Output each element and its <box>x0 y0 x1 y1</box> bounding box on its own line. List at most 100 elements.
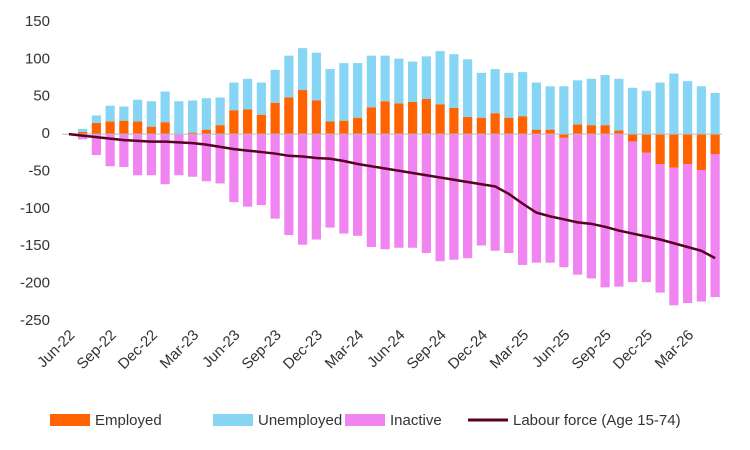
bar <box>353 63 363 118</box>
bar <box>696 86 706 135</box>
bar <box>421 134 431 253</box>
legend-label: Employed <box>95 412 162 429</box>
bar <box>545 129 555 135</box>
bar <box>449 107 459 135</box>
bar <box>504 72 514 118</box>
bar <box>298 90 308 135</box>
bar <box>435 51 445 105</box>
bar <box>559 86 569 135</box>
x-tick-label: Sep-24 <box>404 327 450 373</box>
bar <box>133 121 143 135</box>
x-tick-label: Jun-22 <box>34 327 78 371</box>
x-tick-label: Dec-25 <box>610 327 656 373</box>
bar <box>573 134 583 275</box>
bar <box>243 78 253 110</box>
bar <box>119 106 129 121</box>
bar <box>298 48 308 91</box>
bar <box>229 134 239 203</box>
bar <box>284 97 294 135</box>
bar <box>408 61 418 102</box>
x-tick-label: Jun-23 <box>199 327 243 371</box>
bar <box>628 134 638 142</box>
bar <box>408 134 418 248</box>
bar <box>325 121 335 135</box>
bar <box>119 134 129 168</box>
bar <box>256 134 266 206</box>
bar <box>545 86 555 130</box>
x-tick-label: Dec-24 <box>445 327 491 373</box>
bar <box>421 98 431 135</box>
bar <box>518 116 528 135</box>
bar <box>545 134 555 263</box>
bar <box>476 72 486 118</box>
y-tick-label: -150 <box>20 237 50 254</box>
bar <box>339 63 349 121</box>
bar <box>243 109 253 135</box>
bar <box>215 125 225 135</box>
bar <box>600 134 610 288</box>
x-tick-label: Mar-23 <box>157 327 203 373</box>
bar <box>531 134 541 263</box>
bar <box>614 78 624 131</box>
legend-label: Inactive <box>390 412 442 429</box>
bar <box>284 55 294 98</box>
bar <box>559 137 569 268</box>
bar <box>353 134 363 236</box>
bar <box>504 117 514 135</box>
bar <box>215 134 225 184</box>
bar <box>78 131 88 135</box>
bar <box>91 122 101 135</box>
bar <box>628 87 638 135</box>
bar <box>669 73 679 135</box>
bar <box>614 134 624 287</box>
bar <box>408 101 418 135</box>
bar <box>696 134 706 171</box>
bar <box>366 55 376 108</box>
bar <box>105 134 115 167</box>
bar <box>311 100 321 135</box>
bar <box>325 134 335 228</box>
x-tick-label: Mar-26 <box>652 327 698 373</box>
bar <box>256 82 266 115</box>
bar <box>311 134 321 240</box>
bar <box>600 125 610 135</box>
bar <box>490 113 500 135</box>
bar <box>449 134 459 260</box>
bar <box>146 101 156 127</box>
x-tick-label: Mar-25 <box>487 327 533 373</box>
bar <box>655 164 665 293</box>
legend-label: Labour force (Age 15-74) <box>513 412 681 429</box>
bar <box>119 120 129 135</box>
x-tick-label: Jun-24 <box>364 327 408 371</box>
bar <box>353 117 363 135</box>
bar <box>229 82 239 111</box>
bar <box>91 134 101 156</box>
bar <box>339 120 349 135</box>
bar <box>586 125 596 135</box>
bar <box>270 69 280 103</box>
bar <box>380 55 390 102</box>
bar <box>683 81 693 135</box>
bar <box>146 126 156 135</box>
bar <box>518 72 528 117</box>
bar <box>696 170 706 302</box>
bar <box>641 152 651 283</box>
bar <box>188 134 198 177</box>
bar <box>174 134 184 176</box>
bar <box>531 82 541 130</box>
bar <box>628 141 638 283</box>
x-tick-label: Jun-25 <box>529 327 573 371</box>
bar <box>105 105 115 122</box>
bar <box>174 101 184 135</box>
bar <box>573 80 583 125</box>
bar <box>243 134 253 207</box>
bar <box>201 129 211 135</box>
bar <box>215 97 225 126</box>
y-tick-label: 100 <box>25 50 50 67</box>
bar <box>476 134 486 246</box>
y-tick-label: 150 <box>25 13 50 30</box>
bar <box>284 134 294 236</box>
bar <box>710 93 720 135</box>
bar <box>256 114 266 135</box>
bar <box>490 69 500 114</box>
